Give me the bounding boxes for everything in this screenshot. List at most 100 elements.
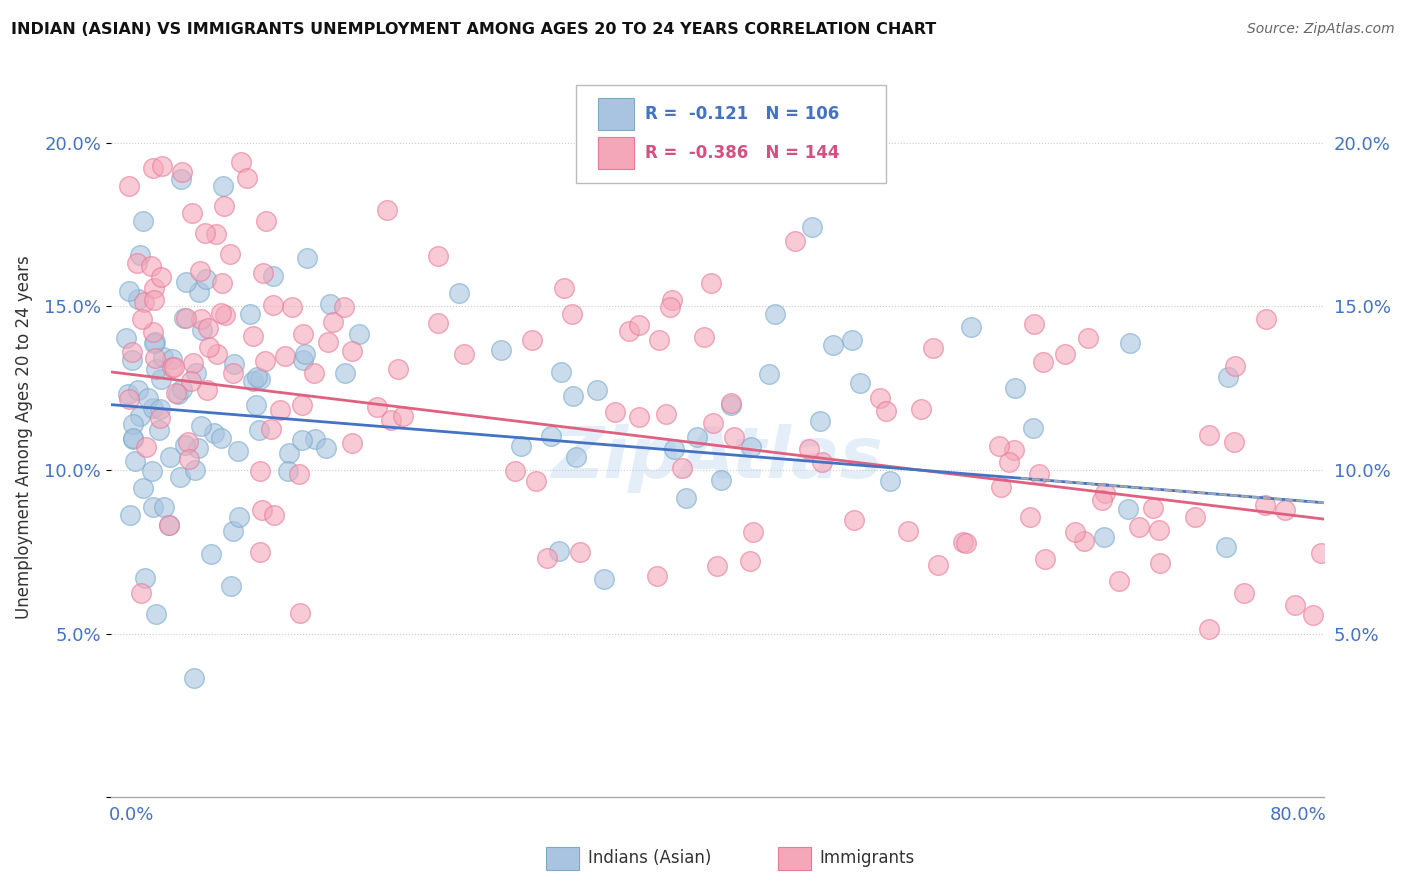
Point [1198,622,1220,636]
Point [159,450,181,464]
Point [249,372,271,386]
Point [132,481,155,495]
Point [132,214,155,228]
Point [627,409,650,424]
Point [662,442,685,456]
Point [540,429,562,443]
Point [224,357,246,371]
Point [187,285,209,299]
Point [152,350,174,364]
Point [1064,524,1087,539]
Text: 0.0%: 0.0% [108,805,153,824]
Point [249,464,271,478]
Point [1028,467,1050,482]
Point [150,159,173,173]
Point [503,464,526,478]
Point [1274,502,1296,516]
Point [254,354,277,368]
Point [145,607,167,621]
Point [167,386,190,401]
Point [808,413,831,427]
Point [811,455,834,469]
Point [281,301,304,315]
Point [149,270,172,285]
Text: Indians (Asian): Indians (Asian) [588,849,711,867]
Point [1108,574,1130,588]
Point [392,409,415,423]
Point [127,383,149,397]
Point [536,551,558,566]
Point [1032,355,1054,369]
Point [844,513,866,527]
Point [132,294,155,309]
Point [174,311,197,326]
Point [117,387,139,401]
Point [1022,421,1045,435]
Point [150,372,173,386]
Point [297,251,319,265]
Point [990,480,1012,494]
Point [449,286,471,301]
Point [910,401,932,416]
Point [562,389,585,403]
Point [1223,359,1246,373]
Point [897,524,920,539]
Point [700,276,723,290]
Point [569,545,592,559]
Point [228,509,250,524]
Point [274,349,297,363]
Point [1222,434,1244,449]
Point [291,399,314,413]
Point [879,475,901,489]
Point [702,416,724,430]
Point [655,407,678,421]
Point [262,298,284,312]
Point [263,508,285,522]
Point [927,558,949,572]
Point [520,333,543,347]
Point [157,518,180,533]
Text: R =  -0.386   N = 144: R = -0.386 N = 144 [645,145,839,162]
Point [1233,586,1256,600]
Point [180,206,202,220]
Point [340,436,363,450]
Point [136,391,159,405]
Point [209,306,232,320]
Point [148,423,170,437]
Point [291,433,314,447]
Text: Immigrants: Immigrants [820,849,915,867]
Point [720,395,742,409]
Point [1091,493,1114,508]
Point [131,585,153,599]
Point [1002,443,1025,458]
Point [118,392,141,406]
Point [1018,510,1040,524]
Point [218,246,240,260]
Point [153,500,176,514]
Point [194,272,217,286]
Point [366,400,388,414]
Point [648,333,671,347]
Point [291,352,314,367]
Point [645,569,668,583]
Point [121,345,143,359]
Point [801,220,824,235]
Point [169,469,191,483]
Point [219,579,242,593]
Point [121,353,143,368]
Point [254,214,277,228]
Point [550,365,572,379]
Point [269,403,291,417]
Text: INDIAN (ASIAN) VS IMMIGRANTS UNEMPLOYMENT AMONG AGES 20 TO 24 YEARS CORRELATION : INDIAN (ASIAN) VS IMMIGRANTS UNEMPLOYMEN… [11,22,936,37]
Point [427,316,450,330]
Point [333,300,356,314]
Point [174,438,197,452]
Point [128,248,150,262]
Point [763,307,786,321]
Point [122,431,145,445]
Point [170,382,193,396]
Y-axis label: Unemployment Among Ages 20 to 24 years: Unemployment Among Ages 20 to 24 years [15,255,32,619]
Point [139,259,162,273]
Point [1033,552,1056,566]
Point [706,558,728,573]
